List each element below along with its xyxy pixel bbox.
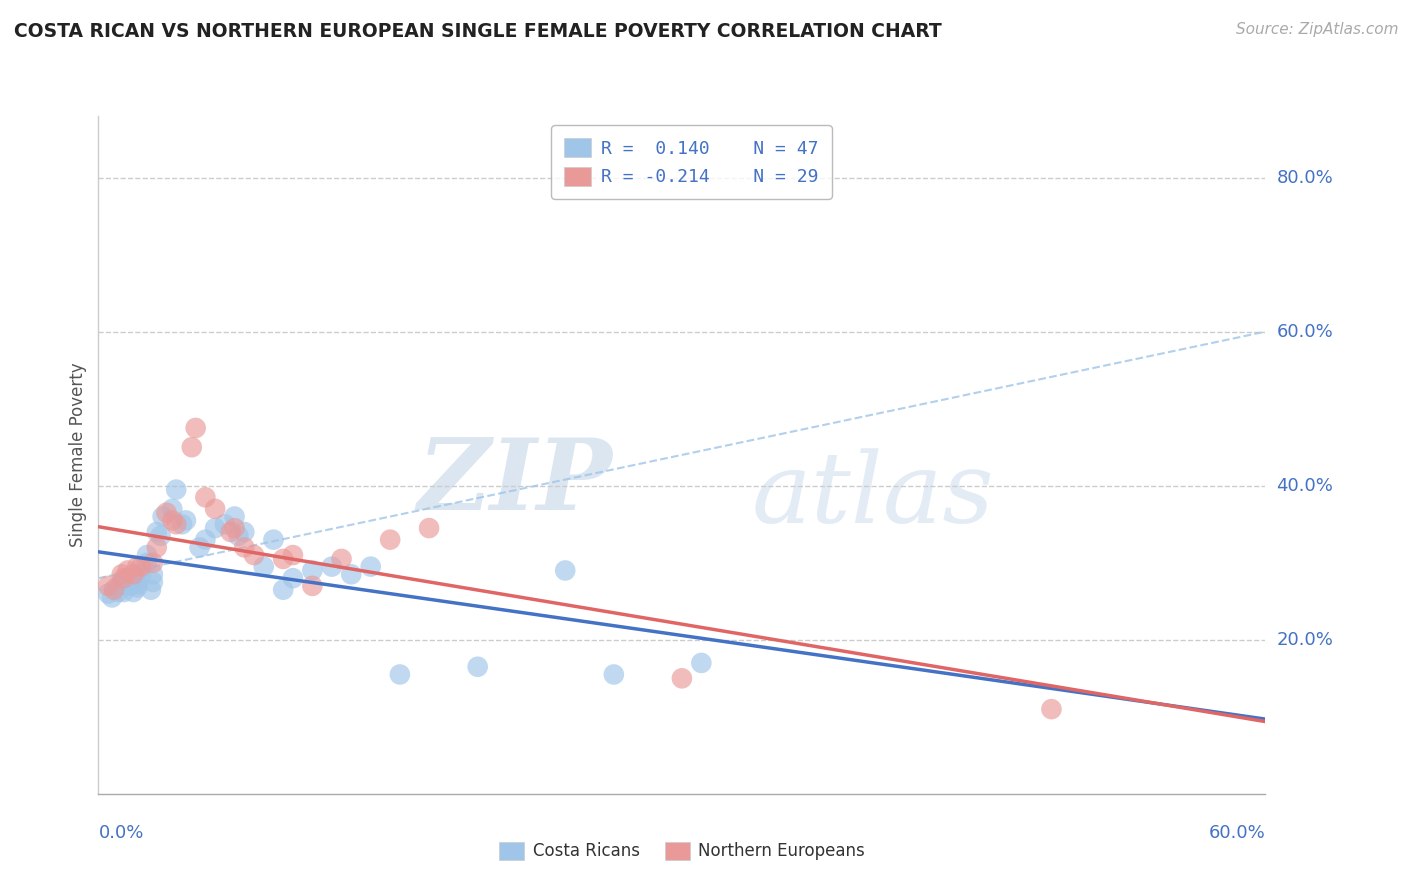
- Y-axis label: Single Female Poverty: Single Female Poverty: [69, 363, 87, 547]
- Point: [378, 533, 402, 547]
- Point: [224, 521, 246, 535]
- Point: [101, 591, 124, 605]
- Point: [224, 509, 246, 524]
- Point: [194, 533, 217, 547]
- Point: [204, 501, 226, 516]
- Point: [97, 586, 120, 600]
- Point: [136, 548, 159, 562]
- Point: [1040, 702, 1063, 716]
- Point: [271, 582, 294, 597]
- Text: 20.0%: 20.0%: [1277, 631, 1333, 648]
- Point: [129, 559, 152, 574]
- Point: [146, 524, 169, 539]
- Point: [142, 556, 165, 570]
- Point: [204, 521, 226, 535]
- Point: [233, 524, 256, 539]
- Text: Source: ZipAtlas.com: Source: ZipAtlas.com: [1236, 22, 1399, 37]
- Point: [118, 579, 141, 593]
- Point: [127, 577, 149, 591]
- Point: [418, 521, 440, 535]
- Point: [174, 513, 197, 527]
- Point: [330, 552, 353, 566]
- Point: [122, 567, 145, 582]
- Text: ZIP: ZIP: [418, 434, 612, 530]
- Point: [107, 585, 129, 599]
- Point: [388, 667, 411, 681]
- Point: [162, 513, 184, 527]
- Legend: Costa Ricans, Northern Europeans: Costa Ricans, Northern Europeans: [492, 835, 872, 867]
- Point: [184, 421, 207, 435]
- Point: [243, 548, 266, 562]
- Point: [228, 529, 250, 543]
- Point: [136, 556, 159, 570]
- Point: [117, 571, 139, 585]
- Point: [155, 506, 177, 520]
- Point: [165, 483, 187, 497]
- Text: 40.0%: 40.0%: [1277, 476, 1333, 495]
- Point: [129, 567, 152, 582]
- Point: [112, 571, 135, 585]
- Point: [142, 567, 165, 582]
- Point: [360, 559, 382, 574]
- Point: [124, 571, 146, 585]
- Point: [301, 579, 323, 593]
- Point: [262, 533, 284, 547]
- Text: 80.0%: 80.0%: [1277, 169, 1333, 186]
- Point: [271, 552, 294, 566]
- Point: [214, 517, 236, 532]
- Point: [690, 656, 713, 670]
- Point: [139, 582, 162, 597]
- Point: [117, 564, 139, 578]
- Text: COSTA RICAN VS NORTHERN EUROPEAN SINGLE FEMALE POVERTY CORRELATION CHART: COSTA RICAN VS NORTHERN EUROPEAN SINGLE …: [14, 22, 942, 41]
- Point: [162, 501, 184, 516]
- Point: [170, 517, 193, 532]
- Point: [146, 541, 169, 555]
- Point: [122, 585, 145, 599]
- Point: [253, 559, 276, 574]
- Text: 60.0%: 60.0%: [1209, 824, 1265, 842]
- Point: [122, 574, 145, 589]
- Point: [554, 564, 576, 578]
- Point: [233, 541, 256, 555]
- Point: [127, 559, 149, 574]
- Point: [97, 579, 120, 593]
- Point: [127, 581, 149, 595]
- Point: [340, 567, 363, 582]
- Point: [111, 574, 134, 589]
- Point: [107, 579, 129, 593]
- Point: [219, 524, 242, 539]
- Point: [165, 517, 187, 532]
- Point: [671, 671, 693, 685]
- Point: [117, 571, 139, 585]
- Text: atlas: atlas: [752, 448, 994, 543]
- Point: [112, 585, 135, 599]
- Point: [142, 574, 165, 589]
- Point: [152, 509, 174, 524]
- Point: [111, 567, 134, 582]
- Point: [281, 571, 304, 585]
- Point: [321, 559, 343, 574]
- Point: [103, 582, 125, 597]
- Point: [467, 660, 489, 674]
- Text: 60.0%: 60.0%: [1277, 323, 1333, 341]
- Point: [281, 548, 304, 562]
- Point: [194, 490, 217, 504]
- Point: [301, 564, 323, 578]
- Point: [149, 529, 172, 543]
- Point: [603, 667, 626, 681]
- Point: [180, 440, 202, 454]
- Point: [188, 541, 211, 555]
- Text: 0.0%: 0.0%: [98, 824, 143, 842]
